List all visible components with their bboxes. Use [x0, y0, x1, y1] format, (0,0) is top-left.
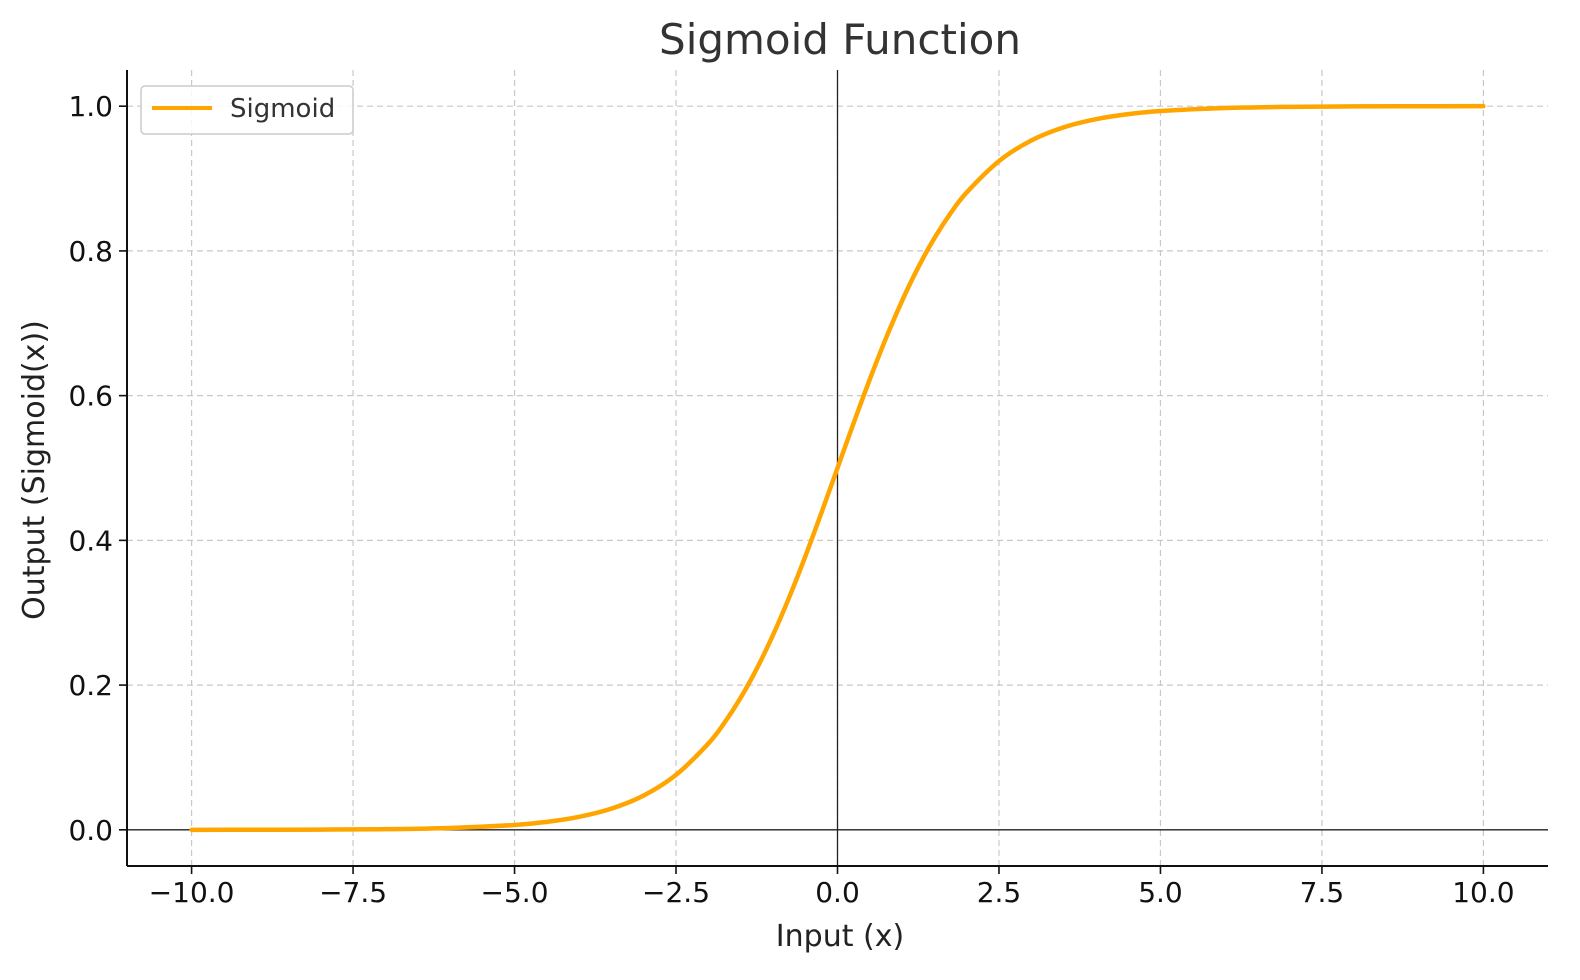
- y-axis-ticks: 0.0 0.2 0.4 0.6 0.8 1.0: [68, 90, 127, 847]
- y-tick-label: 1.0: [68, 90, 113, 123]
- series-layer: [189, 103, 1486, 833]
- chart-title: Sigmoid Function: [659, 15, 1021, 64]
- y-tick-label: 0.0: [68, 814, 113, 847]
- y-tick-label: 0.2: [68, 669, 113, 702]
- x-tick-label: −7.5: [319, 876, 387, 909]
- x-tick-label: 5.0: [1138, 876, 1183, 909]
- y-tick-label: 0.8: [68, 235, 113, 268]
- x-tick-label: −10.0: [149, 876, 235, 909]
- legend: Sigmoid: [140, 85, 354, 135]
- x-axis-title: Input (x): [776, 919, 904, 954]
- series-line-sigmoid: [189, 103, 1486, 833]
- x-tick-label: 0.0: [815, 876, 860, 909]
- legend-box: [140, 85, 354, 135]
- x-tick-label: 2.5: [977, 876, 1022, 909]
- y-axis-title: Output (Sigmoid(x)): [17, 320, 52, 620]
- legend-label-sigmoid: Sigmoid: [230, 94, 335, 124]
- x-axis-ticks: −10.0 −7.5 −5.0 −2.5 0.0 2.5 5.0 7.5 10.0: [149, 866, 1515, 909]
- x-tick-label: −5.0: [481, 876, 549, 909]
- x-tick-label: 7.5: [1300, 876, 1345, 909]
- x-tick-label: 10.0: [1452, 876, 1514, 909]
- x-tick-label: −2.5: [642, 876, 710, 909]
- y-tick-label: 0.6: [68, 380, 113, 413]
- y-tick-label: 0.4: [68, 524, 113, 557]
